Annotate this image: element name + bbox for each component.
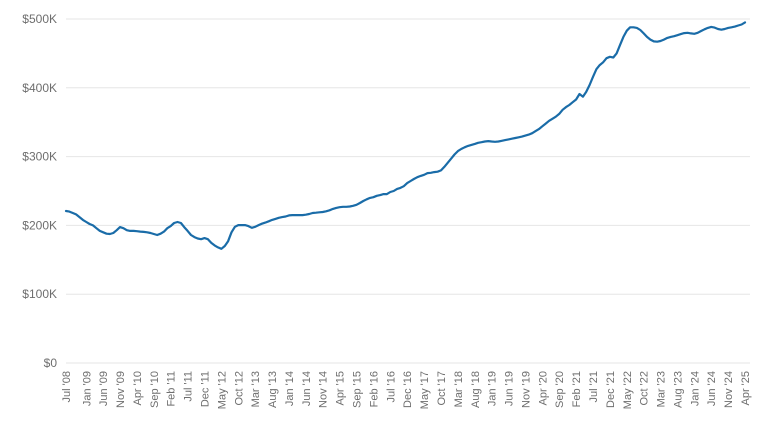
x-axis-tick-label: Jul '11	[183, 371, 195, 402]
y-axis-tick-label: $200K	[22, 218, 57, 232]
x-axis-tick-label: Sep '20	[554, 371, 566, 408]
x-axis-tick-label: Apr '15	[335, 371, 347, 406]
y-axis-labels: $0 $100K $200K $300K $400K $500K	[22, 12, 57, 370]
x-axis-tick-label: Dec '16	[402, 371, 414, 408]
x-axis-tick-label: Feb '11	[166, 371, 178, 407]
x-axis-tick-label: Feb '16	[368, 371, 380, 407]
x-axis-tick-label: Nov '24	[723, 371, 735, 408]
x-axis-tick-label: Dec '21	[605, 371, 617, 408]
x-axis-tick-label: May '12	[216, 371, 228, 409]
x-axis-tick-label: Jul '08	[61, 371, 73, 402]
x-axis-tick-label: Jul '16	[385, 371, 397, 402]
x-axis-tick-label: Jul '21	[588, 371, 600, 402]
x-axis-tick-label: Jun '19	[504, 371, 516, 406]
x-axis-tick-label: Oct '12	[233, 371, 245, 406]
x-axis-tick-label: Jun '24	[706, 371, 718, 406]
x-axis-tick-label: Apr '20	[537, 371, 549, 406]
y-axis-tick-label: $100K	[22, 287, 57, 301]
x-axis-tick-label: Mar '23	[656, 371, 668, 407]
x-axis-tick-label: Mar '18	[453, 371, 465, 407]
x-axis-tick-label: May '17	[419, 371, 431, 409]
y-axis-tick-label: $0	[44, 356, 58, 370]
x-axis-tick-label: May '22	[622, 371, 634, 409]
x-axis-tick-label: Nov '09	[115, 371, 127, 408]
data-series[interactable]	[64, 21, 747, 250]
x-axis-tick-label: Jan '14	[284, 371, 296, 406]
series-line[interactable]	[64, 21, 747, 250]
gridlines	[66, 18, 750, 364]
x-axis-tick-label: Nov '19	[520, 371, 532, 408]
x-axis-tick-label: Sep '15	[352, 371, 364, 408]
x-axis-tick-label: Feb '21	[571, 371, 583, 407]
x-axis-tick-label: Jan '09	[81, 371, 93, 406]
x-axis-tick-label: Mar '13	[250, 371, 262, 407]
x-axis-labels: Jul '08 Jan '09 Jun '09 Nov '09 Apr '10 Sep '…	[61, 371, 752, 409]
x-axis-tick-label: Jun '09	[98, 371, 110, 406]
y-axis-tick-label: $400K	[22, 81, 57, 95]
x-axis-tick-label: Apr '25	[740, 371, 752, 406]
x-axis-tick-label: Aug '18	[470, 371, 482, 408]
x-axis-tick-label: Aug '23	[672, 371, 684, 408]
x-axis-tick-label: Sep '10	[149, 371, 161, 408]
y-axis-tick-label: $300K	[22, 150, 57, 164]
y-axis-tick-label: $500K	[22, 12, 57, 26]
x-axis-tick-label: Oct '22	[639, 371, 651, 406]
x-axis-tick-label: Oct '17	[436, 371, 448, 406]
x-axis-tick-label: Jan '19	[487, 371, 499, 406]
x-axis-tick-label: Jan '24	[689, 371, 701, 406]
x-axis-tick-label: Nov '14	[318, 371, 330, 408]
x-axis-tick-label: Jun '14	[301, 371, 313, 406]
x-axis-tick-label: Dec '11	[200, 371, 212, 407]
x-axis-tick-label: Aug '13	[267, 371, 279, 408]
x-axis-tick-label: Apr '10	[132, 371, 144, 406]
